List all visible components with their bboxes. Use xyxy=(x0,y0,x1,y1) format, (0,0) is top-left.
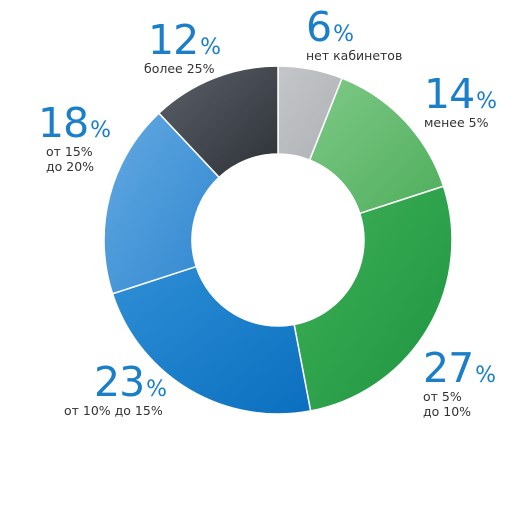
slice-value-0: 6 xyxy=(306,3,332,51)
slice-category-5: более 25% xyxy=(144,61,215,76)
slice-unit-1: % xyxy=(476,89,498,114)
slice-category-2: от 5% до 10% xyxy=(423,389,472,419)
slice-value-4: 18 xyxy=(38,99,89,147)
slice-category-4: от 15% до 20% xyxy=(46,144,95,174)
slice-value-1: 14 xyxy=(424,70,475,118)
donut-slice-4 xyxy=(103,112,221,295)
slice-unit-2: % xyxy=(475,363,497,388)
slice-unit-0: % xyxy=(333,22,354,47)
slice-unit-5: % xyxy=(200,35,222,60)
slice-category-3: от 10% до 15% xyxy=(64,403,163,418)
slice-label-0: 6% нет кабинетов xyxy=(306,7,403,64)
slice-label-3: 23% от 10% до 15% xyxy=(64,362,168,419)
donut-slice-5 xyxy=(157,65,279,179)
slice-category-1: менее 5% xyxy=(424,115,489,130)
slice-unit-3: % xyxy=(146,377,168,402)
slice-label-2: 27% от 5% до 10% xyxy=(423,348,497,420)
slice-value-3: 23 xyxy=(94,358,145,406)
slice-unit-4: % xyxy=(90,118,112,143)
slice-value-5: 12 xyxy=(148,16,199,64)
slice-category-0: нет кабинетов xyxy=(306,48,403,63)
slice-label-5: 12% более 25% xyxy=(144,20,222,77)
slice-label-1: 14% менее 5% xyxy=(424,74,498,131)
donut-slice-3 xyxy=(111,265,312,415)
slice-value-2: 27 xyxy=(423,344,474,392)
donut-slice-2 xyxy=(293,185,453,412)
slice-label-4: 18% от 15% до 20% xyxy=(38,103,112,175)
